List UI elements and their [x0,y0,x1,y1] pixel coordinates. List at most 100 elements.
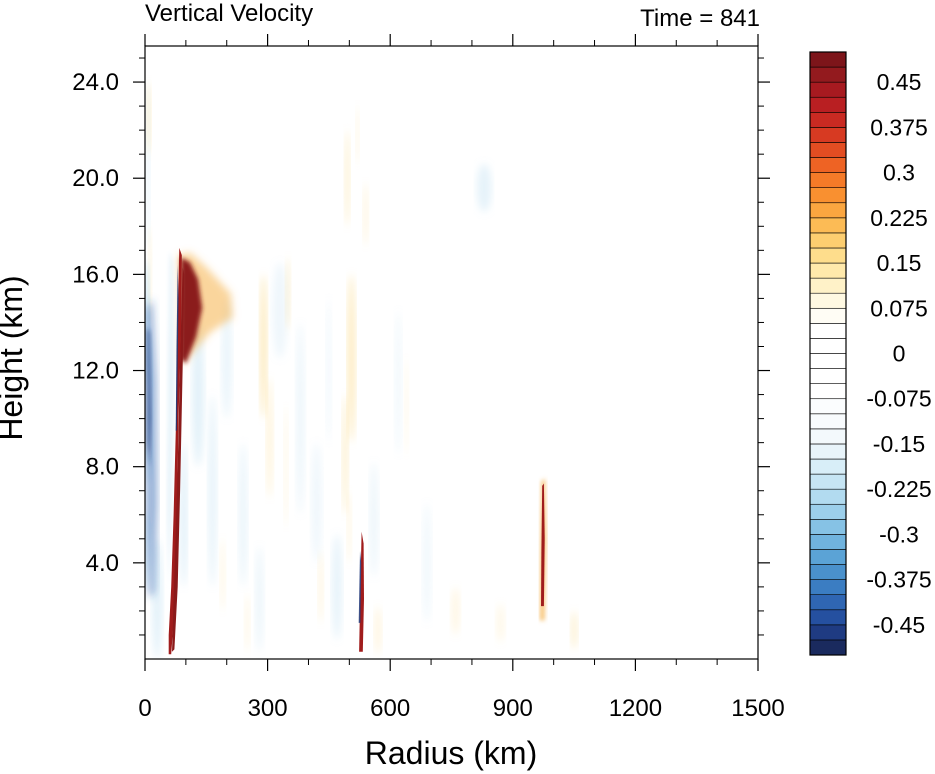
downdraft-core [146,327,152,467]
colorbar-box [809,292,847,309]
colorbar-box [809,202,847,219]
colorbar-box [809,96,847,113]
x-tick-label: 0 [138,695,151,722]
colorbar-box [809,142,847,158]
x-tick-label: 1500 [731,695,784,722]
outflow-core [180,257,203,364]
eyewall-updraft [172,267,185,652]
updraft-streak [342,394,349,515]
colorbar-box [809,519,847,535]
colorbar-box [809,262,847,279]
cell-updraft [541,483,545,607]
downdraft-streak [395,310,402,455]
updraft-streak [404,358,409,455]
updraft-streak [374,606,382,655]
updraft-streak [148,226,152,323]
updraft-streak [451,586,460,635]
downdraft-streak [192,322,204,467]
colorbar-box [809,368,847,384]
colorbar-box [809,247,847,264]
colorbar-box [809,413,847,430]
colorbar-box [809,323,847,339]
updraft-streak [283,406,289,527]
updraft-streak [363,183,369,246]
colorbar-label: 0.075 [870,295,928,321]
x-tick-label: 900 [493,695,533,722]
updraft-streak [260,274,267,419]
colorbar-label: -0.075 [866,386,931,412]
colorbar-box [809,81,847,98]
velocity-field [145,82,578,659]
colorbar-box [809,187,847,204]
colorbar-box [809,66,847,83]
colorbar-box [809,383,847,400]
downdraft-streak [296,322,305,515]
y-tick-label: 16.0 [72,261,119,288]
colorbar-box [809,443,847,460]
colorbar-box [809,534,847,550]
chart-subtitle: Time = 841 [640,5,760,32]
colorbar-box [809,353,847,369]
colorbar-box [809,307,847,324]
downdraft-streak [332,533,342,640]
colorbar-box [809,549,847,565]
y-tick-label: 20.0 [72,165,119,192]
colorbar-box [809,503,847,520]
downdraft-streak [326,298,332,443]
updraft-streak [285,257,291,330]
updraft-streak [244,594,250,652]
x-axis-label: Radius (km) [365,735,537,771]
updraft-streak [344,130,350,227]
plot-area [145,46,758,659]
downdraft-streak [221,298,232,419]
colorbar-box [809,51,847,68]
colorbar-label: -0.3 [879,521,919,547]
updraft-streak [347,274,356,443]
colorbar-label: 0 [893,341,906,367]
updraft-streak [355,106,360,164]
downdraft-edge [167,250,175,587]
colorbar-label: -0.225 [866,476,931,502]
colorbar-labels: 0.45 0.375 0.3 0.225 0.15 0.075 0 -0.075 -0.15 -0… [866,69,931,638]
x-tick-labels: 0 300 600 900 1200 1500 [138,695,784,722]
y-tick-label: 12.0 [72,358,119,385]
x-tick-label: 600 [370,695,410,722]
colorbar-box [809,127,847,143]
y-tick-label: 8.0 [86,454,119,481]
colorbar-box [809,398,847,415]
colorbar-box [809,564,847,580]
updraft-streak [266,377,273,498]
y-tick-label: 4.0 [86,550,119,577]
colorbar-box [809,594,847,611]
updraft-streak [496,603,505,643]
y-axis-label: Height (km) [0,275,29,440]
x-tick-label: 1200 [609,695,662,722]
downdraft-streak [369,461,378,578]
updraft-streak [220,538,226,611]
downdraft-streak [311,442,322,563]
downdraft-streak [272,262,288,359]
colorbar-label: -0.45 [873,612,925,638]
colorbar-label: 0.375 [870,114,928,140]
colorbar-box [809,609,847,626]
colorbar-box [809,458,847,475]
updraft-streak [147,82,152,155]
colorbar-box [809,338,847,354]
colorbar-box [809,277,847,294]
colorbar-label: 0.45 [877,69,922,95]
colorbar-label: 0.225 [870,205,928,231]
eyewall-downdraft [175,264,179,431]
colorbar-box [809,488,847,505]
colorbar-box [809,232,847,249]
updraft-streak [570,610,578,650]
colorbar-frame [809,51,847,656]
colorbar-label: -0.15 [873,431,925,457]
x-tick-label: 300 [248,695,288,722]
y-tick-labels: 4.0 8.0 12.0 16.0 20.0 24.0 [72,69,119,577]
colorbar-box [809,473,847,490]
eyewall-updraft [168,247,182,655]
downdraft-streak [476,163,492,212]
colorbar [809,51,847,656]
plot-frame [144,45,759,660]
